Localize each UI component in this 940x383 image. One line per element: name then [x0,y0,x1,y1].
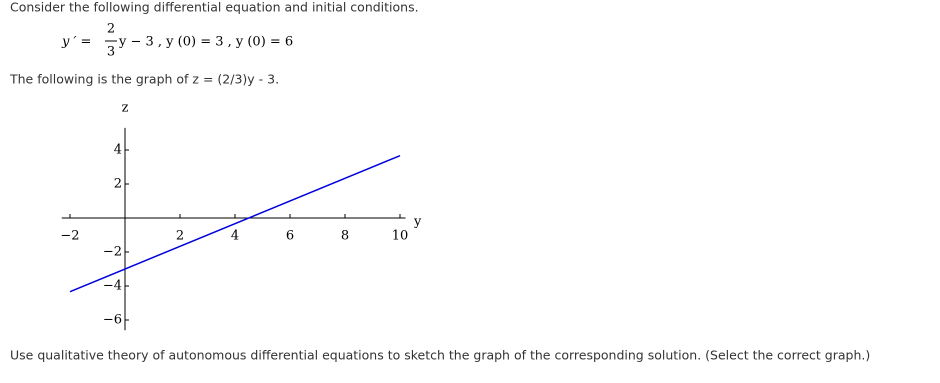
y-tick-label: −6 [103,313,122,328]
equation-lhs: y ′ = [61,35,91,50]
x-tick-label: 6 [286,229,294,244]
x-axis-label: y [413,215,422,230]
fraction-denominator: 3 [107,45,115,60]
y-axis-label: z [122,101,129,116]
x-tick-label: 8 [341,229,349,244]
x-tick-label: 10 [392,229,409,244]
x-tick-label: 2 [176,229,184,244]
graph-caption: The following is the graph of z = (2/3)y… [9,72,279,87]
equation-rhs: y − 3 , y (0) = 3 , y (0) = 6 [118,35,293,50]
instruction: Use qualitative theory of autonomous dif… [10,348,870,363]
x-tick-label: −2 [60,229,79,244]
data-line [69,154,401,293]
y-tick-label: −4 [103,279,122,294]
header-text: Consider the following differential equa… [10,0,419,15]
fraction-numerator: 2 [107,22,115,37]
y-tick-label: 2 [114,177,122,192]
y-tick-label: 4 [114,143,122,158]
x-tick-label: 4 [231,229,239,244]
y-tick-label: −2 [103,245,122,260]
